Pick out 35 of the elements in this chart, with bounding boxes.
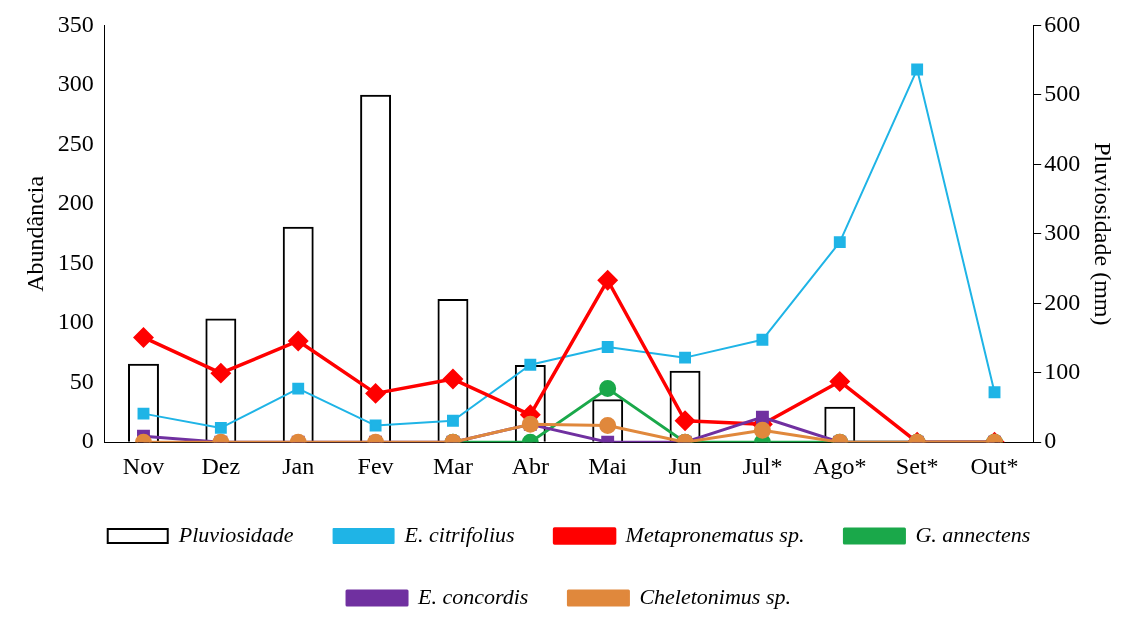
x-tick-label: Mar — [432, 452, 473, 479]
x-tick-label: Set* — [895, 452, 939, 479]
y-tick-label: 350 — [57, 10, 94, 37]
x-tick-label: Fev — [357, 452, 394, 479]
x-tick-label: Ago* — [813, 452, 867, 479]
x-tick-label: Nov — [122, 452, 165, 479]
y2-tick-label: 400 — [1044, 149, 1081, 176]
legend-label: Metapronematus sp. — [624, 521, 805, 547]
x-tick-label: Abr — [511, 452, 549, 479]
x-tick-label: Jun — [668, 452, 702, 479]
legend-label: E. citrifolius — [403, 521, 515, 547]
y-axis-title: Abundância — [21, 175, 48, 292]
y-tick-label: 200 — [57, 189, 94, 216]
legend-label: E. concordis — [417, 583, 529, 609]
y2-tick-label: 0 — [1044, 427, 1057, 454]
y2-axis-title: Pluviosidade (mm) — [1090, 142, 1117, 326]
y2-tick-label: 500 — [1044, 80, 1081, 107]
y-tick-label: 150 — [57, 248, 94, 275]
legend-label: Cheletonimus sp. — [639, 583, 791, 609]
legend-label: G. annectens — [915, 521, 1031, 547]
y2-tick-label: 100 — [1044, 358, 1081, 385]
y-tick-label: 100 — [57, 308, 94, 335]
y2-tick-label: 300 — [1044, 219, 1081, 246]
y-tick-label: 300 — [57, 70, 94, 97]
y-tick-label: 250 — [57, 129, 94, 156]
x-tick-label: Jul* — [742, 452, 783, 479]
x-tick-label: Jan — [282, 452, 315, 479]
y2-tick-label: 200 — [1044, 288, 1081, 315]
x-tick-label: Out* — [970, 452, 1019, 479]
x-tick-label: Mai — [588, 452, 628, 479]
legend-label: Pluviosidade — [177, 521, 294, 547]
y-tick-label: 0 — [81, 427, 94, 454]
y2-tick-label: 600 — [1044, 10, 1081, 37]
y-tick-label: 50 — [69, 367, 94, 394]
x-tick-label: Dez — [201, 452, 241, 479]
